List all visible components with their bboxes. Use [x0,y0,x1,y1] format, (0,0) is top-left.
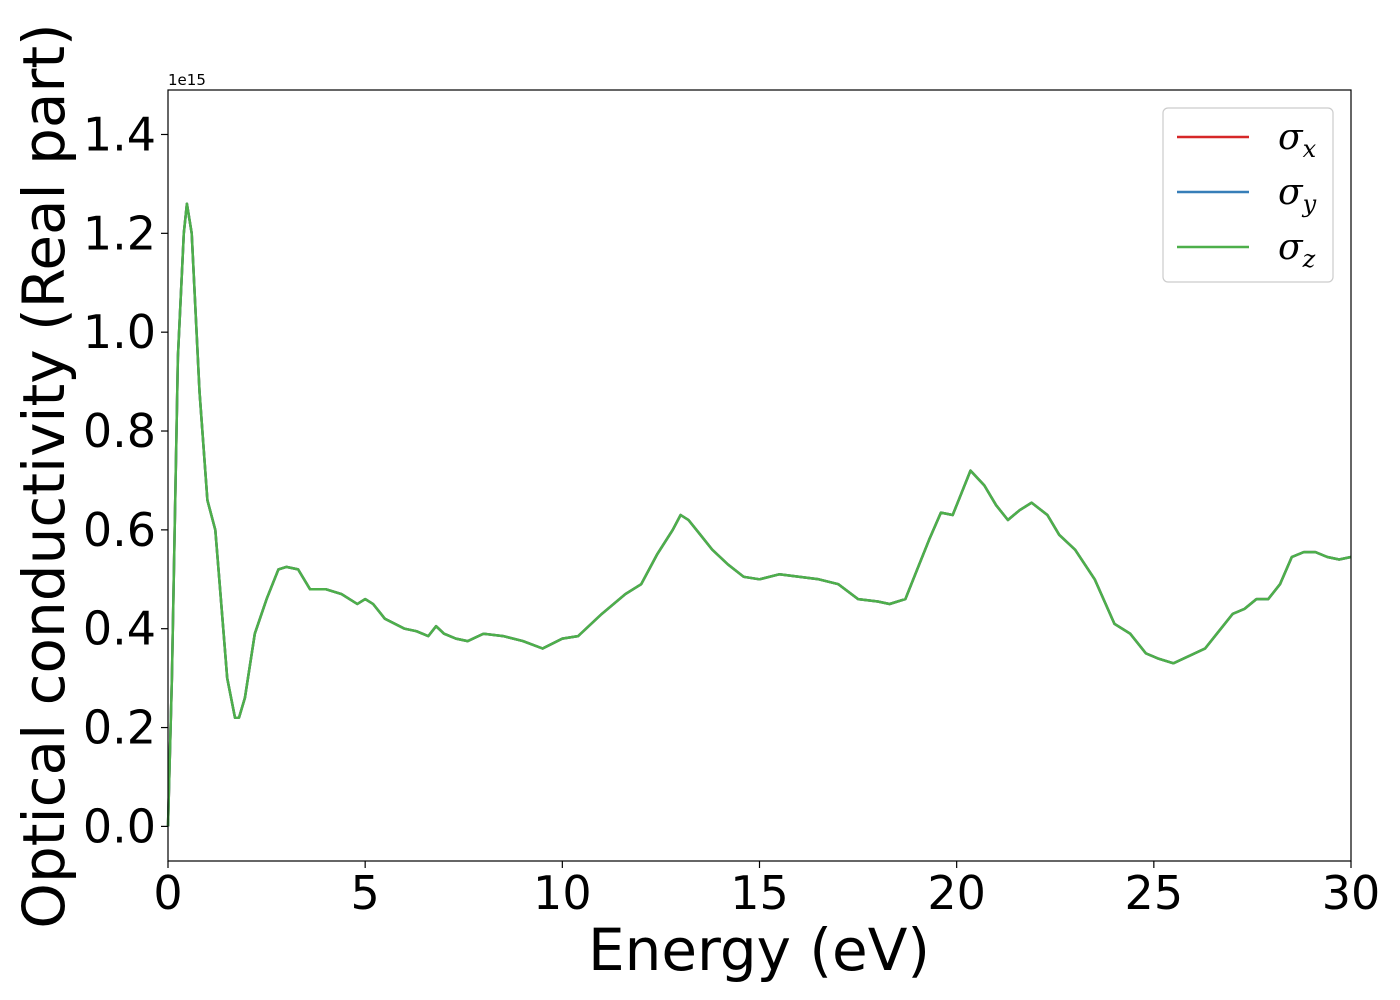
legend-subscript: z [1302,245,1316,273]
plot-lines [166,202,1352,827]
legend-label: σy [1278,172,1317,218]
x-tick-label: 25 [1125,866,1184,920]
x-tick-label: 30 [1322,866,1381,920]
series-line-1 [166,202,1352,827]
y-offset-label: 1e15 [168,71,206,89]
x-tick-label: 5 [351,866,380,920]
legend-label: σx [1278,117,1317,163]
y-tick-label: 0.8 [83,404,156,458]
x-tick-label: 20 [927,866,986,920]
legend-box [1162,107,1334,283]
series-line-3 [166,202,1352,827]
series-line-2 [166,202,1352,827]
legend-subscript: y [1302,190,1317,218]
y-tick-label: 1.2 [83,206,156,260]
x-tick-label: 0 [153,866,182,920]
x-tick-label: 10 [533,866,592,920]
y-tick-label: 1.0 [83,305,156,359]
y-tick-label: 0.2 [83,701,156,755]
y-tick-label: 0.0 [83,799,156,853]
y-tick-label: 0.6 [83,503,156,557]
y-axis-ticks: 0.0 0.2 0.4 0.6 0.8 1.0 1.2 1.4 [83,107,168,853]
legend-subscript: x [1303,135,1317,163]
y-axis-label: Optical conductivity (Real part) [10,23,78,928]
y-tick-label: 0.4 [83,602,156,656]
x-axis-ticks: 0 5 10 15 20 25 30 [153,861,1380,920]
x-tick-label: 15 [730,866,789,920]
y-tick-label: 1.4 [83,107,156,161]
x-axis-label: Energy (eV) [588,916,930,984]
